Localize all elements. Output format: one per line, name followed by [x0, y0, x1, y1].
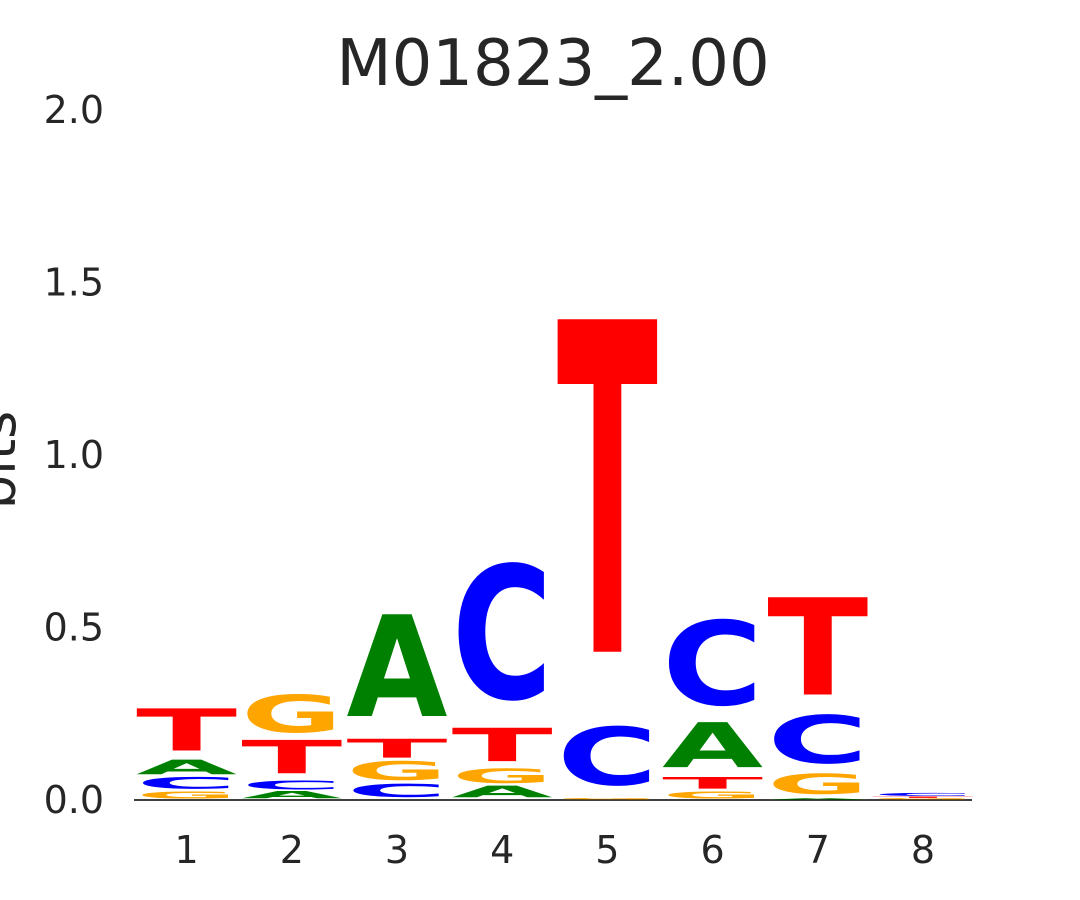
- x-tick-label: 5: [595, 828, 619, 872]
- chart-title: M01823_2.00: [336, 27, 769, 101]
- logo-letter-c: C: [136, 774, 237, 793]
- x-tick-label: 8: [911, 828, 935, 872]
- logo-letter-t: T: [241, 731, 342, 785]
- logo-letter-t: T: [873, 796, 974, 798]
- y-tick-label: 1.5: [44, 261, 104, 305]
- y-tick-label: 0.5: [44, 606, 104, 650]
- logo-letter-c: C: [873, 792, 974, 797]
- logo-letter-g: G: [767, 768, 868, 801]
- logo-letter-g: G: [452, 764, 553, 787]
- x-tick-label: 1: [175, 828, 199, 872]
- x-tick-label: 6: [701, 828, 725, 872]
- logo-letter-a: A: [241, 789, 343, 801]
- logo-letter-c: C: [662, 597, 763, 732]
- logo-letter-t: T: [347, 734, 448, 764]
- logo-letter-a: A: [136, 756, 237, 779]
- logo-letter-t: T: [136, 697, 237, 764]
- x-axis-ticks: 1 2 3 4 5 6 7 8: [175, 828, 936, 872]
- logo-letter-a: A: [662, 710, 763, 782]
- x-tick-label: 2: [280, 828, 304, 872]
- logo-letter-g: G: [241, 685, 342, 745]
- y-axis-label: bits: [0, 411, 28, 510]
- logo-letter-c: C: [241, 778, 342, 792]
- y-axis-ticks: 0.0 0.5 1.0 1.5 2.0: [44, 88, 104, 822]
- x-tick-label: 3: [385, 828, 409, 872]
- logo-letter-t: T: [452, 719, 553, 773]
- logo-letter-t: T: [557, 228, 659, 759]
- y-tick-label: 0.0: [44, 778, 104, 822]
- logo-letter-c: C: [452, 530, 553, 743]
- logo-letter-g: G: [136, 789, 237, 801]
- logo-letter-a: A: [347, 587, 448, 749]
- logo-letter-c: C: [347, 781, 448, 802]
- logo-letter-a: A: [452, 783, 553, 802]
- logo-letter-g: G: [873, 798, 974, 800]
- x-tick-label: 4: [490, 828, 514, 872]
- logo-letter-t: T: [767, 571, 868, 726]
- logo-letter-g: G: [662, 789, 763, 801]
- y-tick-label: 1.0: [44, 433, 104, 477]
- logo-letter-t: T: [662, 774, 763, 793]
- logo-letter-a: A: [767, 798, 868, 800]
- logo-letter-g: G: [557, 798, 658, 800]
- logo-letter-c: C: [767, 703, 868, 779]
- x-tick-label: 7: [806, 828, 830, 872]
- y-tick-label: 2.0: [44, 88, 104, 132]
- logo-letter-c: C: [557, 711, 658, 804]
- logo-letter-g: G: [347, 756, 448, 786]
